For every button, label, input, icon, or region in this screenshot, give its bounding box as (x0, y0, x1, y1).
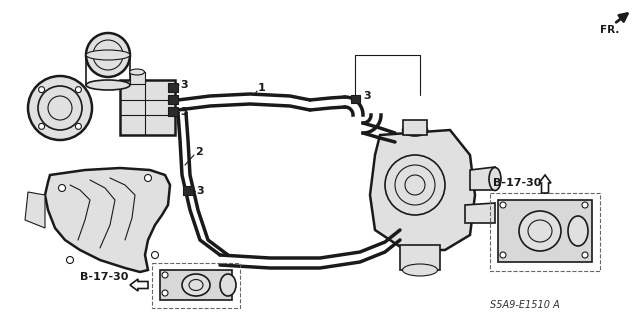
Bar (498, 200, 592, 262)
Circle shape (385, 155, 445, 215)
Polygon shape (120, 80, 175, 135)
Polygon shape (370, 130, 475, 250)
Circle shape (582, 252, 588, 258)
Polygon shape (45, 168, 170, 272)
Polygon shape (400, 245, 440, 270)
Ellipse shape (489, 167, 501, 190)
Text: 2: 2 (195, 147, 203, 157)
Bar (168, 107, 178, 116)
Ellipse shape (220, 274, 236, 296)
Circle shape (38, 123, 45, 130)
Circle shape (28, 76, 92, 140)
Text: 3: 3 (196, 186, 204, 196)
Circle shape (76, 87, 81, 93)
Ellipse shape (403, 124, 428, 136)
Ellipse shape (86, 80, 130, 90)
Bar (490, 193, 600, 271)
Ellipse shape (528, 220, 552, 242)
Text: B-17-30: B-17-30 (80, 272, 129, 282)
Ellipse shape (403, 264, 438, 276)
Circle shape (395, 165, 435, 205)
Text: 3: 3 (363, 91, 371, 101)
Circle shape (67, 256, 74, 263)
Circle shape (162, 290, 168, 296)
Bar (351, 95, 360, 103)
Circle shape (76, 123, 81, 130)
Ellipse shape (86, 50, 130, 60)
Polygon shape (25, 192, 45, 228)
Bar (183, 186, 193, 195)
Polygon shape (470, 167, 495, 190)
Circle shape (38, 87, 45, 93)
Ellipse shape (568, 216, 588, 246)
Bar (351, 95, 360, 103)
FancyArrow shape (130, 279, 148, 291)
Circle shape (38, 86, 82, 130)
Bar (168, 83, 178, 92)
Polygon shape (465, 203, 495, 223)
Bar (152, 263, 240, 308)
Circle shape (500, 252, 506, 258)
Ellipse shape (519, 211, 561, 251)
Circle shape (58, 184, 65, 191)
Ellipse shape (129, 69, 145, 75)
Bar (183, 186, 193, 195)
Bar (160, 270, 232, 300)
Bar (498, 200, 592, 262)
Circle shape (145, 174, 152, 182)
Ellipse shape (182, 274, 210, 296)
Text: 3: 3 (180, 80, 188, 90)
Circle shape (582, 202, 588, 208)
Circle shape (152, 251, 159, 258)
Bar (168, 107, 178, 116)
Text: B-17-30: B-17-30 (493, 178, 541, 188)
Bar (130, 72, 145, 84)
Bar (168, 83, 178, 92)
Circle shape (500, 202, 506, 208)
Text: 3: 3 (180, 107, 188, 117)
Text: FR.: FR. (600, 25, 620, 35)
Bar (168, 95, 178, 104)
Bar (403, 120, 427, 135)
Text: 1: 1 (258, 83, 266, 93)
Circle shape (162, 272, 168, 278)
Bar (160, 270, 232, 300)
Bar (168, 95, 178, 104)
Text: S5A9-E1510 A: S5A9-E1510 A (490, 300, 560, 310)
FancyArrow shape (539, 175, 551, 193)
Circle shape (86, 33, 130, 77)
